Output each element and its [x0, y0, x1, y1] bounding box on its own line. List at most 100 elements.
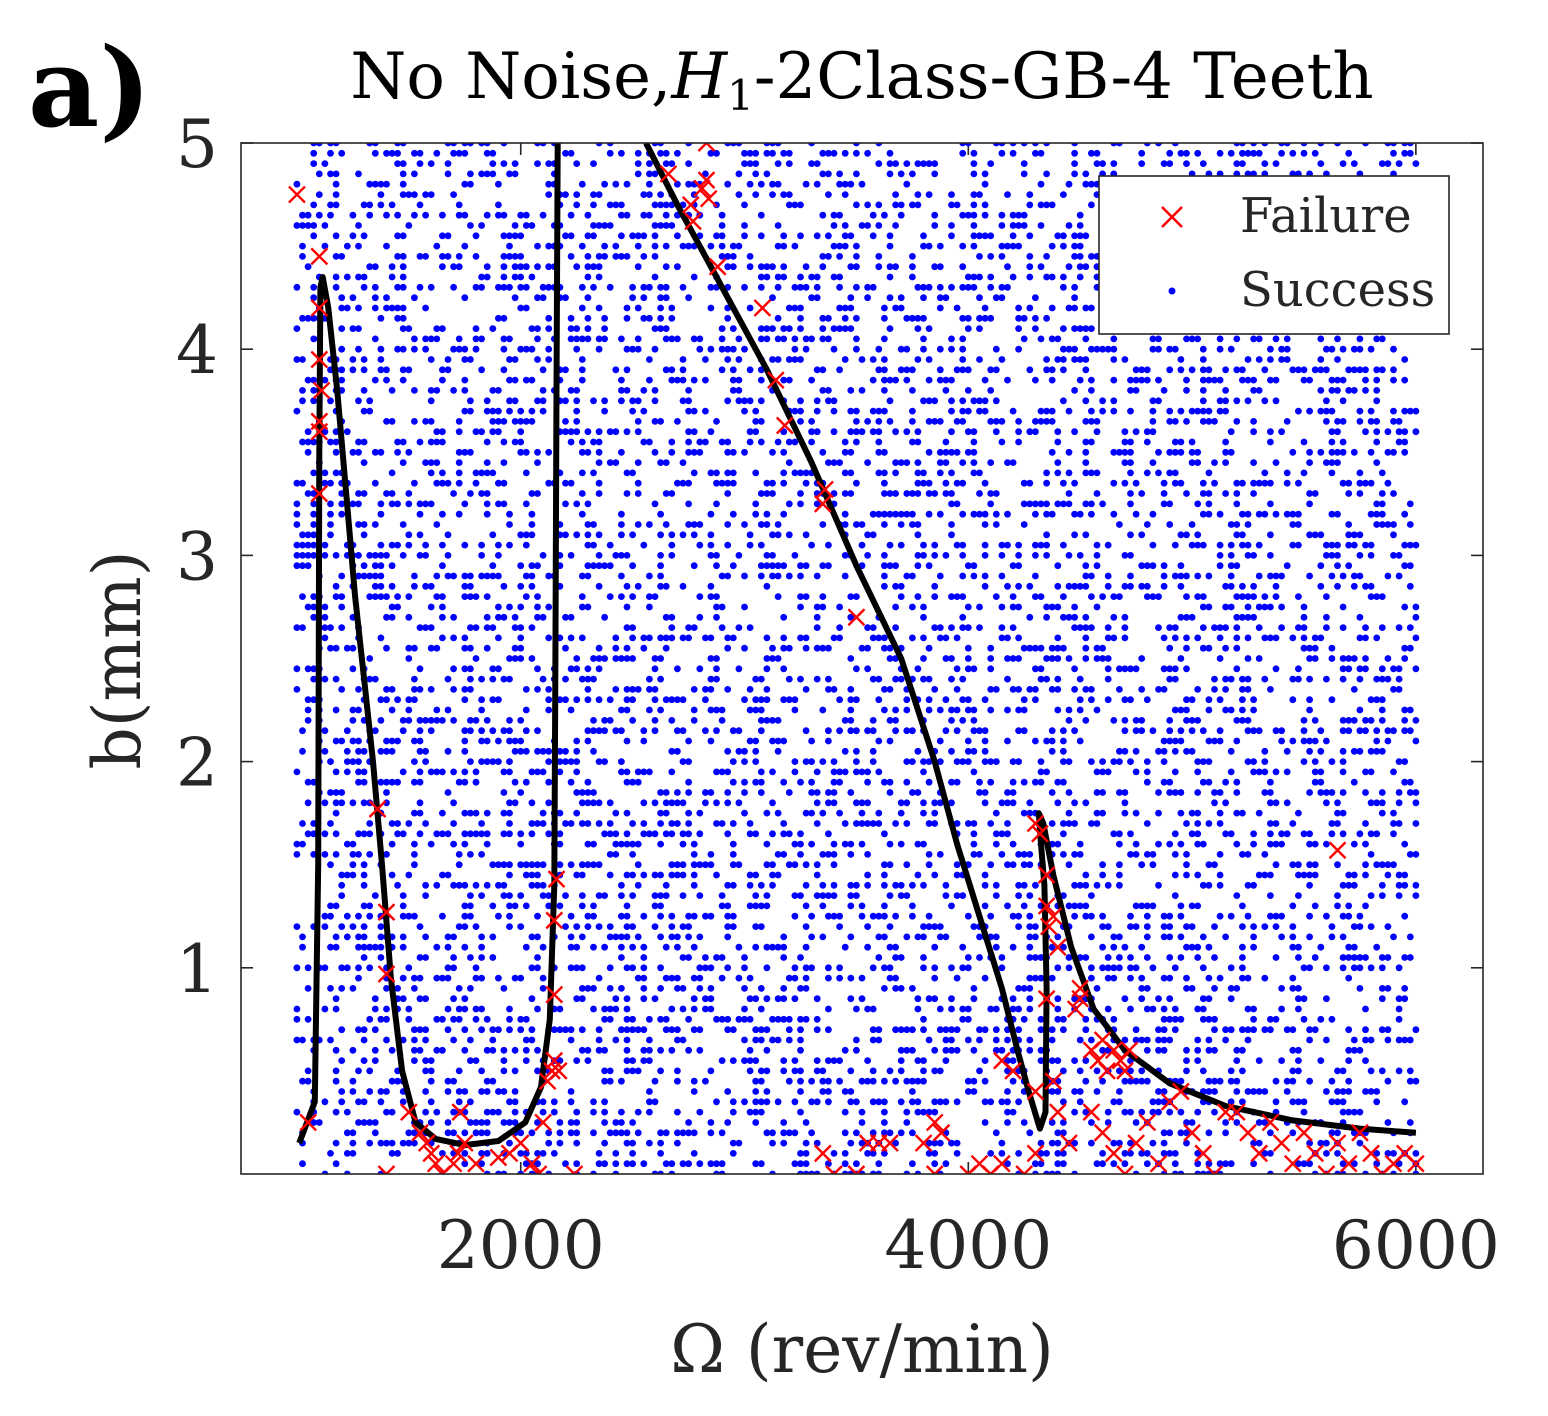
success-point: [1116, 954, 1123, 961]
success-point: [1160, 1005, 1168, 1013]
success-point: [757, 985, 765, 992]
success-point: [992, 345, 1000, 353]
success-point: [500, 881, 508, 889]
success-point: [1160, 1139, 1168, 1147]
success-point: [1020, 143, 1028, 147]
success-point: [573, 201, 581, 209]
success-point: [366, 1067, 374, 1075]
success-point: [1004, 902, 1011, 910]
success-point: [757, 541, 765, 549]
success-point: [1032, 665, 1039, 673]
success-point: [791, 696, 799, 704]
success-point: [981, 881, 989, 889]
success-point: [1088, 696, 1095, 704]
success-point: [674, 665, 681, 673]
success-point: [651, 448, 659, 456]
success-point: [936, 799, 944, 807]
success-point: [964, 325, 972, 332]
success-point: [360, 232, 368, 240]
success-point: [1104, 1108, 1112, 1116]
success-point: [517, 448, 525, 456]
success-point: [517, 861, 525, 869]
success-point: [1183, 985, 1190, 992]
success-point: [500, 1067, 508, 1075]
success-point: [293, 851, 301, 858]
success-point: [858, 820, 866, 827]
success-point: [813, 232, 821, 240]
success-point: [769, 737, 776, 745]
success-point: [489, 954, 497, 961]
success-point: [1048, 644, 1056, 652]
success-point: [942, 634, 950, 642]
success-point: [360, 490, 368, 497]
success-point: [1127, 923, 1134, 930]
success-point: [1026, 263, 1034, 271]
success-point: [405, 871, 413, 879]
success-point: [327, 170, 334, 178]
success-point: [444, 675, 452, 683]
success-point: [478, 830, 485, 838]
success-point: [881, 778, 888, 786]
success-point: [338, 149, 346, 157]
success-point: [338, 985, 346, 992]
success-point: [931, 1098, 939, 1106]
success-point: [534, 562, 541, 570]
success-point: [534, 820, 541, 827]
success-point: [1054, 1160, 1062, 1168]
success-point: [959, 149, 967, 157]
success-point: [964, 387, 972, 394]
success-point: [1099, 1046, 1106, 1054]
success-point: [640, 871, 648, 879]
success-point: [825, 799, 832, 807]
success-point: [841, 552, 849, 559]
success-point: [394, 304, 401, 312]
success-point: [1004, 1098, 1011, 1106]
success-point: [1065, 717, 1073, 724]
success-point: [964, 428, 972, 436]
success-point: [1082, 655, 1090, 662]
success-point: [528, 407, 536, 415]
success-point: [1037, 407, 1045, 415]
success-point: [853, 263, 860, 271]
success-point: [1004, 283, 1011, 291]
success-point: [612, 644, 620, 652]
success-point: [763, 479, 771, 487]
success-point: [987, 500, 995, 508]
success-point: [646, 1015, 653, 1023]
success-point: [1099, 912, 1106, 920]
success-point: [970, 747, 978, 755]
success-point: [791, 356, 799, 363]
success-point: [1104, 345, 1112, 353]
success-point: [590, 727, 597, 735]
success-point: [623, 253, 631, 260]
success-point: [802, 634, 810, 642]
success-point: [411, 149, 418, 157]
success-point: [416, 830, 424, 838]
success-point: [601, 1005, 608, 1013]
success-point: [618, 1026, 625, 1034]
success-point: [321, 541, 329, 549]
success-point: [394, 778, 401, 786]
success-point: [1143, 954, 1151, 961]
success-point: [1138, 490, 1146, 497]
success-point: [808, 809, 815, 817]
success-point: [478, 283, 485, 291]
success-point: [1082, 448, 1090, 456]
success-point: [1110, 510, 1118, 518]
success-point: [1177, 706, 1185, 714]
success-point: [1054, 778, 1062, 786]
success-point: [841, 1088, 849, 1095]
success-point: [545, 686, 553, 693]
success-point: [780, 665, 788, 673]
success-point: [987, 820, 995, 827]
success-point: [640, 943, 648, 951]
success-point: [1099, 160, 1106, 168]
success-point: [595, 459, 603, 466]
success-point: [1166, 1129, 1174, 1137]
success-point: [757, 283, 765, 291]
success-point: [578, 366, 586, 374]
success-point: [1110, 448, 1118, 456]
success-point: [1048, 418, 1056, 425]
success-point: [830, 397, 838, 405]
success-point: [629, 1015, 636, 1023]
